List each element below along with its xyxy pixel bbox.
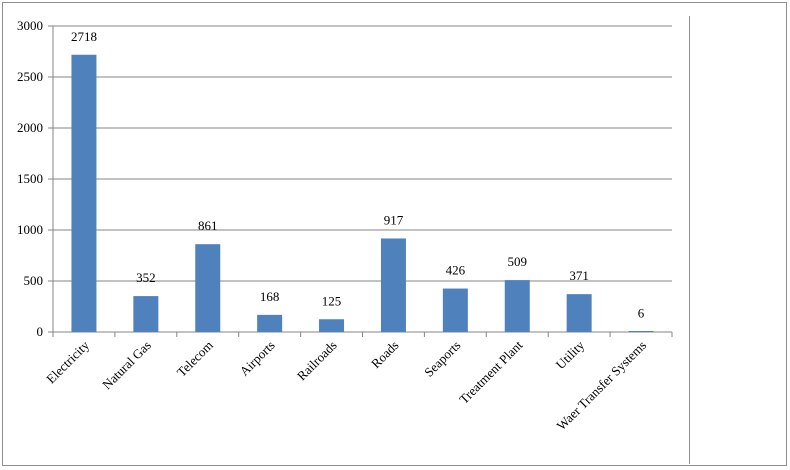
category-label: Roads [368, 338, 402, 372]
bar-roads [380, 238, 406, 332]
y-tick-label: 500 [24, 273, 44, 288]
category-label: Railroads [294, 338, 340, 384]
y-tick-label: 1000 [17, 222, 43, 237]
category-label: Treatment Plant [456, 337, 526, 407]
bars [71, 54, 654, 332]
data-label: 509 [508, 254, 528, 269]
bar-electricity [71, 54, 97, 332]
gridlines [48, 25, 673, 337]
bar-utility [566, 294, 592, 332]
data-label: 168 [260, 289, 280, 304]
category-label: Natural Gas [99, 338, 154, 393]
data-label: 352 [136, 270, 156, 285]
y-tick-label: 2500 [17, 69, 43, 84]
bar-waer-transfer-systems [628, 331, 654, 332]
category-label: Electricity [43, 337, 92, 386]
y-tick-label: 1500 [17, 171, 43, 186]
data-label: 861 [198, 218, 218, 233]
bar-railroads [319, 319, 345, 332]
y-tick-label: 3000 [17, 18, 43, 33]
category-label: Seaports [421, 338, 463, 380]
data-label: 426 [446, 263, 466, 278]
category-labels: Electricity Natural Gas Telecom Airports Rai… [43, 337, 649, 433]
y-axis-ticks: 0 500 1000 1500 2000 2500 3000 [17, 18, 43, 339]
data-label: 125 [322, 293, 342, 308]
data-labels: 2718 352 861 168 125 917 426 509 371 6 [71, 29, 645, 321]
data-label: 371 [569, 268, 589, 283]
data-label: 917 [384, 212, 404, 227]
legend-area-divider [689, 16, 690, 464]
y-tick-label: 0 [37, 324, 44, 339]
category-label: Utility [553, 337, 588, 372]
bar-seaports [442, 288, 468, 332]
data-label: 6 [638, 305, 645, 320]
category-label: Airports [237, 338, 278, 379]
bar-treatment-plant [504, 280, 530, 332]
bar-natural-gas [133, 296, 159, 332]
bar-telecom [195, 244, 221, 332]
category-label: Telecom [174, 338, 216, 380]
data-label: 2718 [71, 29, 97, 44]
y-tick-label: 2000 [17, 120, 43, 135]
bar-airports [257, 314, 283, 332]
